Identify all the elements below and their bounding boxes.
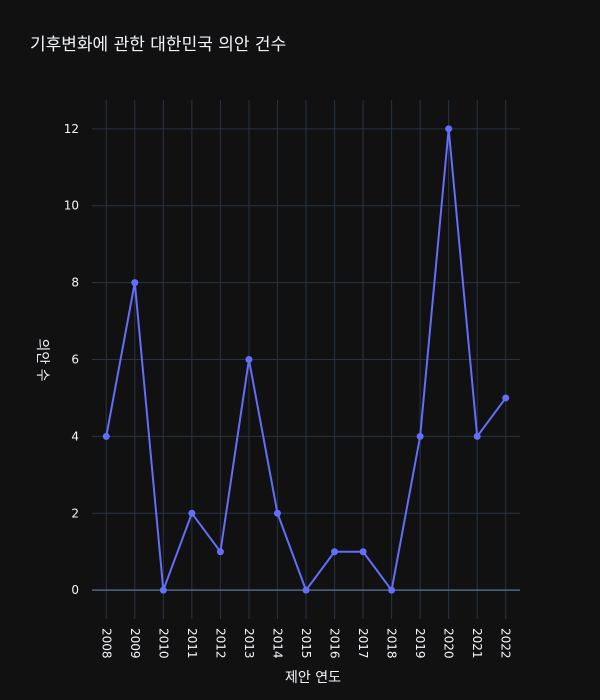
data-point[interactable] bbox=[359, 548, 367, 556]
x-tick-label: 2011 bbox=[185, 628, 199, 659]
data-point[interactable] bbox=[216, 548, 224, 556]
x-tick-label: 2018 bbox=[385, 628, 399, 659]
y-tick-label: 8 bbox=[71, 276, 79, 290]
data-point[interactable] bbox=[416, 432, 424, 440]
data-point[interactable] bbox=[473, 432, 481, 440]
data-point[interactable] bbox=[331, 548, 339, 556]
x-tick-label: 2017 bbox=[356, 628, 370, 659]
y-tick-label: 4 bbox=[71, 429, 79, 443]
x-axis-ticks: 2008 2009 2010 2011 2012 2013 2014 2015 2016 2017… bbox=[99, 628, 512, 659]
x-tick-label: 2008 bbox=[99, 628, 113, 659]
data-point[interactable] bbox=[302, 586, 310, 594]
y-tick-label: 0 bbox=[71, 583, 79, 597]
series-layer bbox=[102, 125, 510, 594]
x-axis-label: 제안 연도 bbox=[285, 670, 341, 686]
x-tick-label: 2014 bbox=[270, 628, 284, 659]
x-tick-label: 2012 bbox=[213, 628, 227, 659]
y-tick-label: 2 bbox=[71, 506, 79, 520]
data-point[interactable] bbox=[188, 509, 196, 517]
data-point[interactable] bbox=[245, 356, 253, 363]
x-tick-label: 2009 bbox=[128, 628, 142, 659]
data-point[interactable] bbox=[388, 586, 396, 594]
x-tick-label: 2016 bbox=[328, 628, 342, 659]
x-tick-label: 2022 bbox=[499, 628, 513, 659]
data-point[interactable] bbox=[502, 394, 510, 402]
y-axis-label: 의안 수 bbox=[34, 338, 50, 381]
x-tick-label: 2019 bbox=[413, 628, 427, 659]
y-tick-label: 6 bbox=[71, 353, 79, 367]
y-tick-label: 12 bbox=[64, 122, 79, 136]
y-axis-ticks: 0 2 4 6 8 10 12 bbox=[64, 122, 79, 597]
x-tick-label: 2015 bbox=[299, 628, 313, 659]
x-tick-label: 2021 bbox=[470, 628, 484, 659]
chart-title: 기후변화에 관한 대한민국 의안 건수 bbox=[30, 35, 286, 55]
data-point[interactable] bbox=[102, 432, 110, 440]
x-tick-label: 2020 bbox=[442, 628, 456, 659]
data-point[interactable] bbox=[159, 586, 167, 594]
data-point[interactable] bbox=[131, 279, 139, 287]
grid-layer bbox=[92, 100, 520, 619]
x-tick-label: 2013 bbox=[242, 628, 256, 659]
y-tick-label: 10 bbox=[64, 199, 79, 213]
data-point[interactable] bbox=[273, 509, 281, 517]
x-tick-label: 2010 bbox=[156, 628, 170, 659]
data-point[interactable] bbox=[445, 125, 453, 133]
